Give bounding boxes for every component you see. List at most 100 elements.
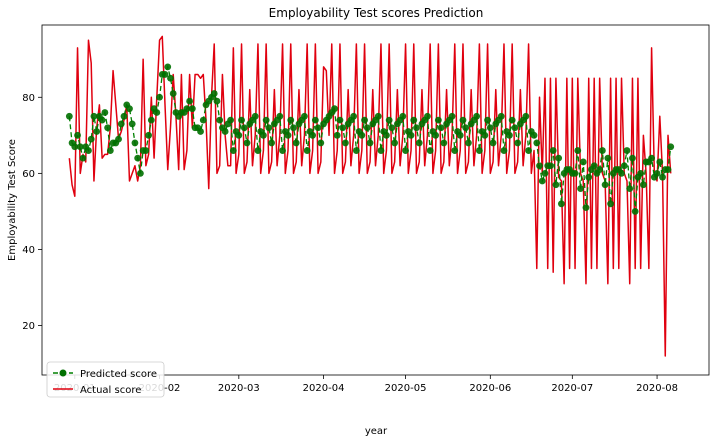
predicted-score-marker [448, 112, 456, 120]
predicted-score-marker [508, 116, 516, 124]
predicted-score-marker [79, 154, 87, 162]
predicted-score-marker [598, 147, 606, 154]
predicted-score-marker [465, 139, 472, 147]
predicted-score-marker [210, 90, 218, 97]
predicted-score-marker [500, 147, 508, 154]
predicted-score-marker [65, 112, 73, 120]
predicted-score-marker [317, 139, 325, 147]
predicted-score-marker [497, 112, 505, 120]
legend-box [46, 361, 165, 398]
predicted-score-marker [530, 131, 538, 139]
chart-title: Employability Test scores Prediction [269, 6, 484, 20]
predicted-score-marker [142, 147, 150, 154]
predicted-score-marker [153, 109, 161, 116]
predicted-score-marker [522, 112, 530, 120]
predicted-score-marker [415, 139, 423, 147]
predicted-score-marker [120, 112, 128, 120]
predicted-score-marker [98, 116, 106, 124]
predicted-score-marker [626, 185, 634, 192]
predicted-score-marker [260, 131, 267, 139]
predicted-score-marker [167, 74, 174, 82]
x-tick-label: 2020-08 [636, 383, 678, 394]
predicted-score-marker [533, 139, 541, 147]
predicted-score-marker [87, 135, 95, 143]
predicted-score-marker [639, 181, 647, 189]
predicted-score-marker [489, 139, 497, 147]
y-tick-label: 40 [22, 245, 35, 256]
predicted-score-marker [352, 147, 360, 154]
predicted-score-marker [303, 147, 311, 154]
predicted-score-marker [656, 158, 664, 166]
series-actual-score [68, 35, 672, 357]
predicted-score-marker [227, 116, 235, 124]
predicted-score-marker [333, 131, 341, 139]
predicted-score-marker [574, 147, 582, 154]
predicted-score-marker [156, 93, 163, 101]
predicted-score-marker [607, 200, 614, 208]
plot-area [65, 35, 675, 357]
predicted-score-line [68, 64, 672, 212]
predicted-score-marker [667, 143, 675, 151]
predicted-score-marker [484, 116, 491, 124]
predicted-score-marker [358, 131, 366, 139]
predicted-score-marker [579, 158, 587, 166]
predicted-score-marker [604, 154, 612, 162]
predicted-score-marker [284, 131, 292, 139]
predicted-score-marker [648, 154, 655, 162]
predicted-score-marker [481, 131, 489, 139]
predicted-score-marker [311, 116, 319, 124]
predicted-score-marker [623, 147, 631, 154]
predicted-score-marker [238, 116, 245, 124]
predicted-score-marker [301, 112, 308, 120]
predicted-score-marker [145, 131, 153, 139]
predicted-score-marker [629, 154, 636, 162]
predicted-score-marker [434, 116, 442, 124]
predicted-score-marker [525, 147, 532, 154]
predicted-score-marker [128, 120, 136, 128]
predicted-score-marker [93, 128, 101, 135]
predicted-score-marker [363, 124, 371, 132]
predicted-score-marker [76, 143, 84, 151]
predicted-score-marker [361, 116, 368, 124]
predicted-score-marker [106, 147, 114, 154]
predicted-score-marker [213, 97, 221, 105]
predicted-score-marker [557, 200, 565, 208]
predicted-score-marker [147, 116, 155, 124]
predicted-score-marker [71, 143, 79, 151]
predicted-score-marker [486, 124, 494, 132]
predicted-score-marker [585, 173, 593, 181]
predicted-score-marker [292, 139, 300, 147]
predicted-score-marker [164, 63, 172, 71]
x-tick-label: 2020-05 [385, 383, 427, 394]
y-tick-label: 80 [22, 93, 35, 104]
predicted-score-marker [374, 112, 382, 120]
predicted-score-marker [620, 162, 628, 170]
legend-predicted-marker [59, 369, 67, 377]
x-axis-title: year [365, 426, 388, 437]
predicted-score-marker [555, 154, 563, 162]
predicted-score-marker [451, 147, 459, 154]
predicted-score-marker [221, 128, 229, 135]
predicted-score-marker [410, 116, 418, 124]
plot-frame [41, 24, 710, 376]
predicted-score-marker [653, 169, 661, 177]
actual-score-line [68, 35, 672, 357]
predicted-score-marker [413, 124, 420, 132]
predicted-score-marker [383, 131, 390, 139]
predicted-score-marker [659, 173, 666, 181]
predicted-score-marker [538, 177, 546, 185]
predicted-score-marker [514, 139, 522, 147]
predicted-score-marker [399, 112, 407, 120]
predicted-score-marker [101, 109, 109, 116]
predicted-score-marker [475, 147, 483, 154]
predicted-score-marker [366, 139, 374, 147]
predicted-score-marker [254, 147, 262, 154]
predicted-score-marker [290, 124, 297, 132]
predicted-score-marker [437, 124, 445, 132]
predicted-score-marker [547, 162, 554, 170]
y-tick-label: 20 [22, 321, 35, 332]
predicted-score-marker [571, 169, 579, 177]
predicted-score-marker [251, 112, 259, 120]
predicted-score-marker [188, 105, 196, 113]
